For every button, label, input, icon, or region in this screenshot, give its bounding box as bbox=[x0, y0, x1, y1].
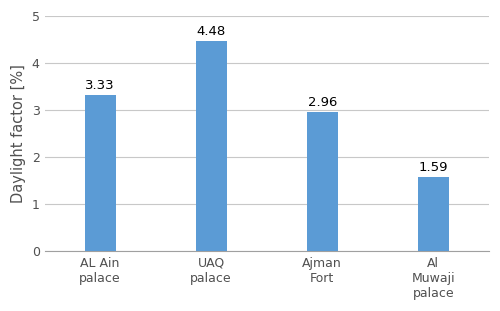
Bar bbox=[306, 112, 338, 251]
Y-axis label: Daylight factor [%]: Daylight factor [%] bbox=[11, 64, 26, 203]
Bar bbox=[418, 177, 449, 251]
Text: 2.96: 2.96 bbox=[308, 96, 337, 109]
Bar bbox=[84, 95, 116, 251]
Bar bbox=[196, 40, 226, 251]
Text: 4.48: 4.48 bbox=[196, 25, 226, 38]
Text: 3.33: 3.33 bbox=[86, 79, 115, 92]
Text: 1.59: 1.59 bbox=[418, 161, 448, 174]
